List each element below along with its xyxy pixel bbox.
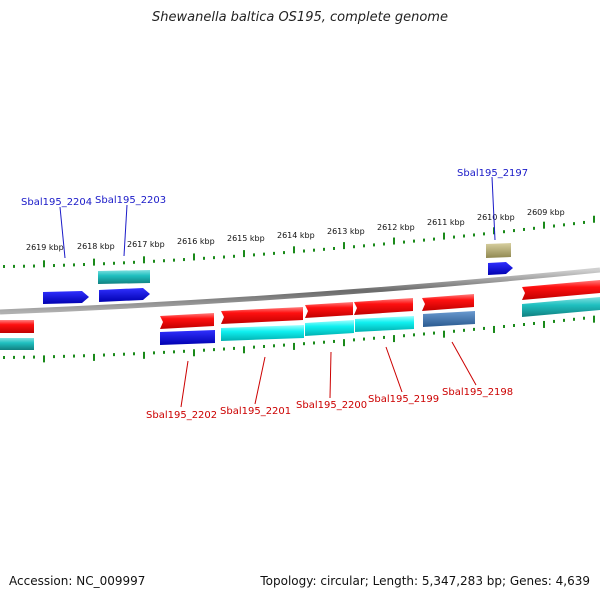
gene-arrow-red[interactable] <box>522 280 600 300</box>
cds-bar-cyan[interactable] <box>0 338 34 350</box>
label-leader <box>254 356 266 405</box>
gene-arrow-blue[interactable] <box>488 262 513 275</box>
ruler-label: 2611 kbp <box>427 218 465 227</box>
label-leader <box>329 351 332 399</box>
gene-label-bottom[interactable]: Sbal195_2200 <box>296 400 367 411</box>
accession-text: Accession: NC_009997 <box>9 574 146 588</box>
gene-label-bottom[interactable]: Sbal195_2202 <box>146 410 217 421</box>
ruler-label: 2609 kbp <box>527 208 565 217</box>
gene-label-bottom[interactable]: Sbal195_2199 <box>368 394 439 405</box>
ruler-label: 2615 kbp <box>227 234 265 243</box>
ruler-label: 2614 kbp <box>277 231 315 240</box>
cds-bar-khaki[interactable] <box>486 243 511 258</box>
label-leader <box>451 341 477 386</box>
topology-text: Topology: circular; Length: 5,347,283 bp… <box>260 574 590 588</box>
gene-arrow-red[interactable] <box>160 313 214 329</box>
cds-bar-cyan[interactable] <box>305 320 354 336</box>
gene-label-top[interactable]: Sbal195_2204 <box>21 197 92 208</box>
ruler-label: 2619 kbp <box>26 243 64 252</box>
gene-label-top[interactable]: Sbal195_2197 <box>457 168 528 179</box>
cds-bar-cyan[interactable] <box>221 325 304 341</box>
cds-bar-teal[interactable] <box>98 270 150 284</box>
gene-label-bottom[interactable]: Sbal195_2201 <box>220 406 291 417</box>
ruler-label: 2617 kbp <box>127 240 165 249</box>
cds-bar-steel[interactable] <box>423 311 475 327</box>
gene-arrow-red[interactable] <box>422 294 474 311</box>
ruler-inner <box>3 315 595 363</box>
gene-label-top[interactable]: Sbal195_2203 <box>95 195 166 206</box>
ruler-label: 2612 kbp <box>377 223 415 232</box>
label-leader <box>180 360 189 408</box>
gene-arrow-red[interactable] <box>354 298 413 315</box>
gene-arrow-red[interactable] <box>221 307 303 324</box>
ruler-outer <box>3 215 595 268</box>
cds-bar-blue[interactable] <box>160 330 215 345</box>
ruler-label: 2616 kbp <box>177 237 215 246</box>
cds-bar-teal[interactable] <box>522 297 600 317</box>
label-leader <box>123 204 128 257</box>
gene-arrow-red[interactable] <box>305 302 353 318</box>
cds-bar-cyan[interactable] <box>355 316 414 332</box>
label-leader <box>59 206 66 259</box>
genome-backbone <box>0 267 600 315</box>
gene-arrow-blue[interactable] <box>43 291 89 304</box>
gene-arrow-blue[interactable] <box>99 288 150 302</box>
ruler-label: 2610 kbp <box>477 213 515 222</box>
ruler-label: 2613 kbp <box>327 227 365 236</box>
label-leader <box>385 346 403 393</box>
label-leader <box>491 176 496 241</box>
ruler-label: 2618 kbp <box>77 242 115 251</box>
gene-label-bottom[interactable]: Sbal195_2198 <box>442 387 513 398</box>
map-title: Shewanella baltica OS195, complete genom… <box>152 10 448 25</box>
gene-arrow-red[interactable] <box>0 320 34 333</box>
